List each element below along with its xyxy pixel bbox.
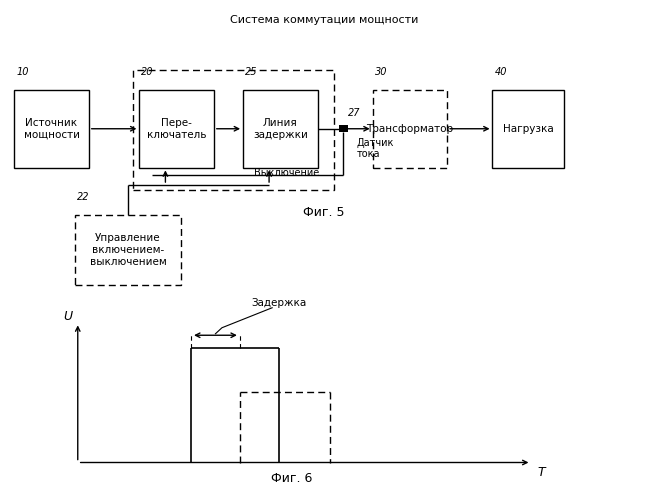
Text: Линия
задержки: Линия задержки [253,118,308,140]
Text: 10: 10 [16,68,29,78]
Text: 30: 30 [375,68,387,78]
Text: Источник
мощности: Источник мощности [23,118,80,140]
Text: Выключение: Выключение [254,168,319,177]
Text: Система коммутации мощности: Система коммутации мощности [230,15,418,25]
Bar [373,90,447,168]
Text: 40: 40 [494,68,507,78]
Bar [340,125,348,132]
Text: Датчик
тока: Датчик тока [356,138,394,159]
Text: Задержка: Задержка [251,298,307,308]
Text: Трансформатор: Трансформатор [366,124,454,134]
Text: Нагрузка: Нагрузка [503,124,553,134]
Text: 22: 22 [76,192,89,202]
Text: Фиг. 6: Фиг. 6 [271,472,312,485]
Bar [243,90,318,168]
Text: T: T [537,466,545,479]
Text: U: U [64,310,73,324]
Bar [75,215,181,285]
Bar [139,90,214,168]
Text: 25: 25 [245,68,257,78]
Text: 20: 20 [141,68,154,78]
Bar [133,70,334,190]
Bar [492,90,564,168]
Text: Пере-
ключатель: Пере- ключатель [147,118,206,140]
Text: Фиг. 5: Фиг. 5 [303,206,345,219]
Bar [14,90,89,168]
Text: 27: 27 [348,108,360,118]
Text: Управление
включением-
выключением: Управление включением- выключением [89,234,167,266]
